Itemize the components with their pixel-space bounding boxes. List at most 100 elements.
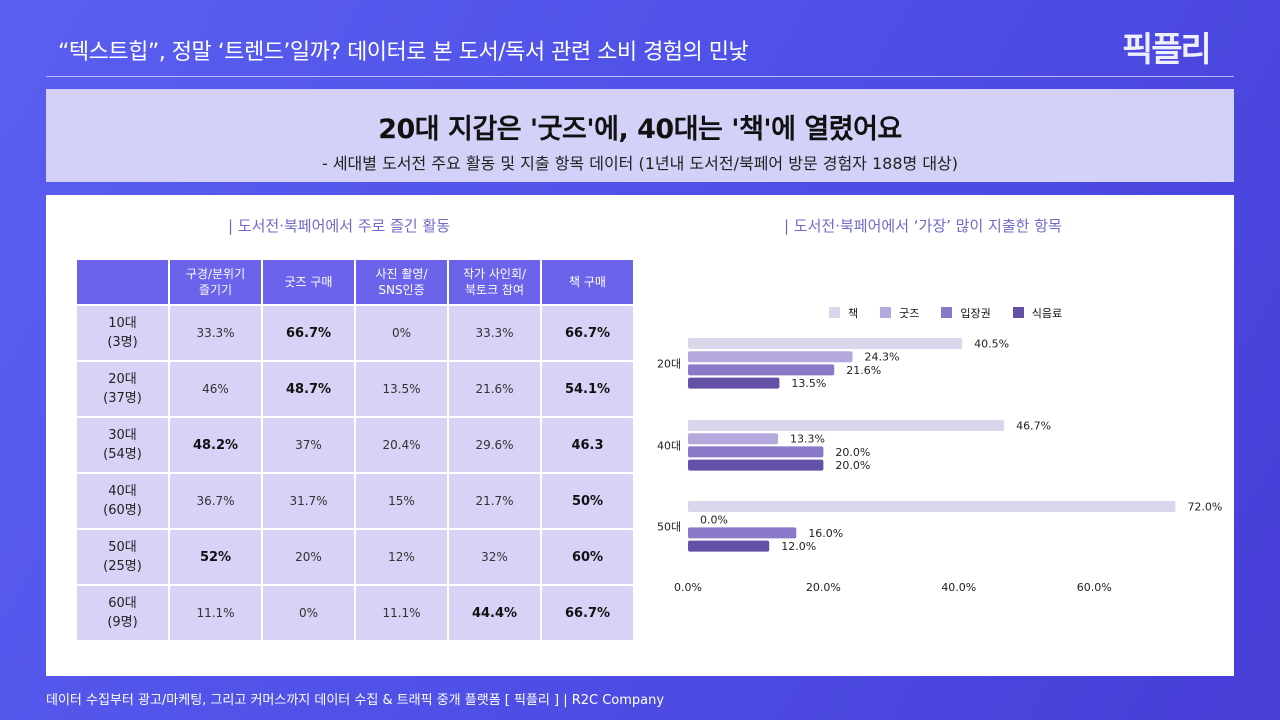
content-panel: | 도서전·북페어에서 주로 즐긴 활동 구경/분위기 즐기기 굿즈 구매 사진 촬영…: [46, 195, 1234, 676]
value-cell: 29.6%: [449, 418, 540, 472]
table-row: 10대 (3명) 33.3% 66.7% 0% 33.3% 66.7%: [77, 306, 633, 360]
activity-section-title: | 도서전·북페어에서 주로 즐긴 활동: [228, 217, 451, 235]
legend-label: 식음료: [1031, 307, 1063, 320]
age-label: 60대: [108, 595, 137, 611]
column-header: 사진 촬영/SNS인증: [356, 260, 447, 304]
bar: [688, 377, 780, 389]
column-header: 책 구매: [542, 260, 633, 304]
age-group-cell: 20대 (37명): [77, 362, 168, 416]
column-header: 작가 사인회/북토크 참여: [449, 260, 540, 304]
footer: 데이터 수집부터 광고/마케팅, 그리고 커머스까지 데이터 수집 & 트래픽 …: [46, 693, 665, 708]
value-cell: 11.1%: [170, 586, 261, 640]
chart-legend: 책 굿즈 입장권 식음료: [829, 305, 1062, 321]
value-cell: 15%: [356, 474, 447, 528]
bar: [688, 446, 824, 458]
bar: [688, 420, 1005, 431]
value-cell: 31.7%: [263, 474, 354, 528]
legend-item: 입장권: [941, 305, 991, 321]
data-label: 13.3%: [790, 433, 825, 446]
data-label: 46.7%: [1016, 420, 1051, 433]
legend-swatch: [880, 307, 892, 318]
respondent-count: (25명): [103, 559, 142, 574]
age-group-cell: 10대 (3명): [77, 306, 168, 360]
activity-table: 구경/분위기 즐기기 굿즈 구매 사진 촬영/SNS인증 작가 사인회/북토크 참여 책 …: [75, 258, 635, 642]
legend-swatch: [829, 307, 840, 318]
headline-banner: 20대 지갑은 '굿즈'에, 40대는 '책'에 열렸어요 - 세대별 도서전 …: [46, 89, 1234, 182]
age-label: 30대: [108, 427, 137, 443]
legend-label: 굿즈: [899, 307, 920, 320]
brand-logo: 픽플리: [1122, 30, 1212, 70]
value-cell: 48.7%: [263, 362, 354, 416]
bar: [688, 338, 963, 349]
value-cell: 13.5%: [356, 362, 447, 416]
column-header: [77, 260, 168, 304]
respondent-count: (54명): [103, 447, 142, 462]
legend-item: 굿즈: [880, 305, 919, 321]
table-row: 30대 (54명) 48.2% 37% 20.4% 29.6% 46.3: [77, 418, 633, 472]
data-label: 20.0%: [835, 446, 870, 459]
value-cell: 46.3: [542, 418, 633, 472]
value-cell: 66.7%: [542, 306, 633, 360]
age-label: 50대: [108, 539, 137, 555]
value-cell: 36.7%: [170, 474, 261, 528]
divider: [46, 76, 1234, 77]
legend-label: 입장권: [960, 307, 991, 320]
data-label: 40.5%: [974, 338, 1009, 351]
age-label: 10대: [108, 315, 137, 331]
spending-section-title: | 도서전·북페어에서 ‘가장’ 많이 지출한 항목: [784, 217, 1062, 235]
legend-swatch: [941, 307, 953, 318]
age-group-cell: 50대 (25명): [77, 530, 168, 584]
legend-label: 책: [848, 307, 859, 320]
category-label: 40대: [657, 439, 681, 452]
value-cell: 0%: [263, 586, 354, 640]
respondent-count: (60명): [103, 503, 142, 518]
data-label: 16.0%: [808, 527, 843, 540]
value-cell: 21.6%: [449, 362, 540, 416]
value-cell: 12%: [356, 530, 447, 584]
age-group-cell: 40대 (60명): [77, 474, 168, 528]
value-cell: 44.4%: [449, 586, 540, 640]
bar: [688, 351, 853, 363]
age-group-cell: 30대 (54명): [77, 418, 168, 472]
table-row: 60대 (9명) 11.1% 0% 11.1% 44.4% 66.7%: [77, 586, 633, 640]
value-cell: 33.3%: [449, 306, 540, 360]
age-label: 40대: [108, 483, 137, 499]
age-label: 20대: [108, 371, 137, 387]
data-label: 12.0%: [781, 540, 816, 553]
x-tick-label: 0.0%: [674, 581, 702, 594]
data-label: 20.0%: [835, 459, 870, 472]
respondent-count: (9명): [107, 615, 138, 630]
value-cell: 66.7%: [263, 306, 354, 360]
bar: [688, 459, 824, 471]
value-cell: 48.2%: [170, 418, 261, 472]
value-cell: 66.7%: [542, 586, 633, 640]
value-cell: 11.1%: [356, 586, 447, 640]
subtitle: - 세대별 도서전 주요 활동 및 지출 항목 데이터 (1년내 도서전/북페어…: [321, 154, 959, 173]
value-cell: 37%: [263, 418, 354, 472]
respondent-count: (37명): [103, 391, 142, 406]
bar: [688, 527, 797, 539]
respondent-count: (3명): [107, 335, 138, 350]
data-label: 21.6%: [846, 364, 881, 377]
category-label: 20대: [657, 357, 681, 370]
value-cell: 33.3%: [170, 306, 261, 360]
x-tick-label: 20.0%: [806, 581, 841, 594]
bar: [688, 364, 835, 376]
value-cell: 20%: [263, 530, 354, 584]
category-label: 50대: [657, 520, 681, 533]
legend-item: 책: [829, 305, 858, 321]
x-tick-label: 60.0%: [1077, 581, 1112, 594]
bar: [688, 501, 1176, 512]
column-header: 구경/분위기 즐기기: [170, 260, 261, 304]
value-cell: 54.1%: [542, 362, 633, 416]
x-tick-label: 40.0%: [941, 581, 976, 594]
data-label: 24.3%: [865, 351, 900, 364]
table-row: 20대 (37명) 46% 48.7% 13.5% 21.6% 54.1%: [77, 362, 633, 416]
value-cell: 20.4%: [356, 418, 447, 472]
value-cell: 21.7%: [449, 474, 540, 528]
value-cell: 50%: [542, 474, 633, 528]
data-label: 13.5%: [791, 377, 826, 390]
data-label: 0.0%: [700, 514, 728, 527]
legend-swatch: [1012, 307, 1024, 318]
